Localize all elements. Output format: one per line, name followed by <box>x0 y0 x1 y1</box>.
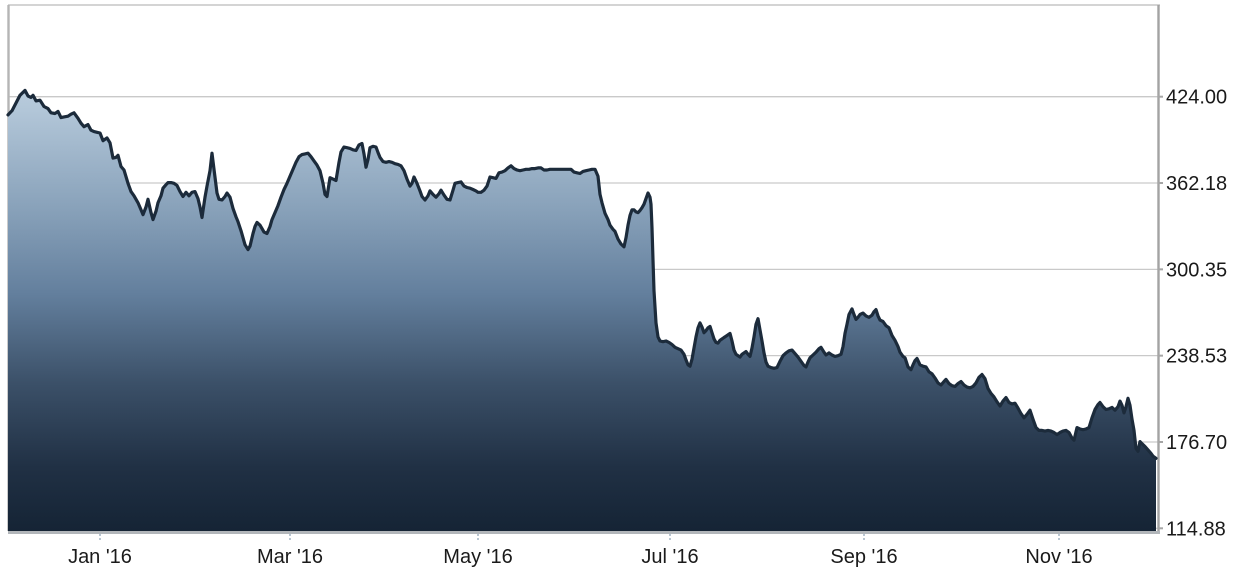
y-tick-label: 362.18 <box>1166 173 1227 195</box>
y-tick-label: 424.00 <box>1166 87 1227 109</box>
price-line <box>6 88 1158 460</box>
x-tick-label: Nov '16 <box>1025 546 1092 568</box>
y-tick-label: 114.88 <box>1166 518 1226 540</box>
x-tick-label: May '16 <box>443 546 512 568</box>
y-tick-label: 176.70 <box>1166 432 1227 454</box>
x-tick-label: Jan '16 <box>68 546 132 568</box>
x-tick-label: Jul '16 <box>641 546 698 568</box>
x-tick-label: Sep '16 <box>830 546 897 568</box>
y-axis-labels: 424.00 362.18 300.35 238.53 176.70 114.88 <box>1158 87 1227 540</box>
price-area <box>8 90 1156 532</box>
x-tick-label: Mar '16 <box>257 546 323 568</box>
y-tick-label: 238.53 <box>1166 346 1227 368</box>
y-tick-label: 300.35 <box>1166 259 1227 281</box>
x-axis-labels: Jan '16 Mar '16 May '16 Jul '16 Sep '16 Nov '… <box>68 534 1093 568</box>
